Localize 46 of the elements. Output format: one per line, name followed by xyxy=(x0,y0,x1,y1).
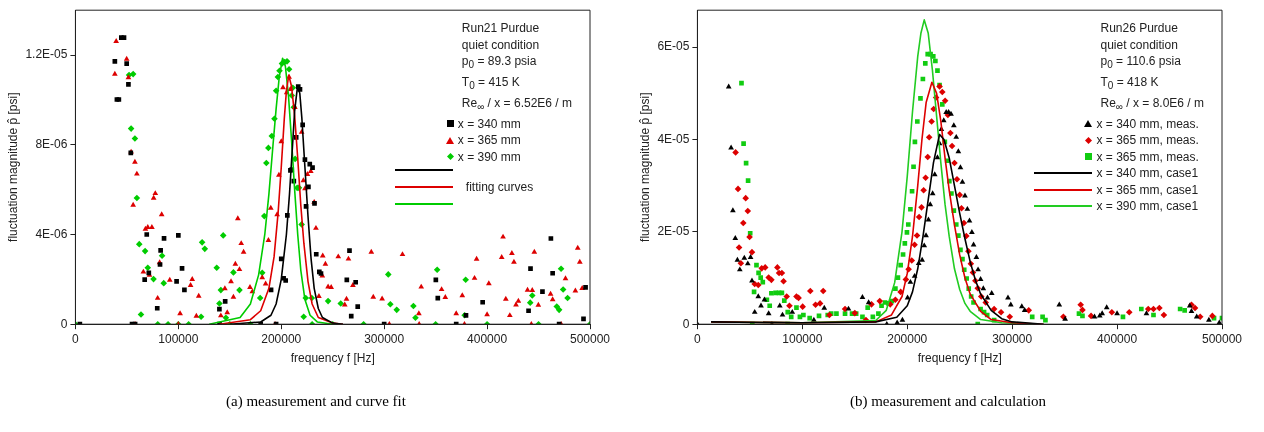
y-tick-label: 8E-06 xyxy=(35,137,68,152)
y-tick-label: 4E-06 xyxy=(35,226,68,241)
y-tick-label: 4E-05 xyxy=(657,131,690,146)
y-tick-label: 1.2E-05 xyxy=(25,47,68,62)
annotation: p$_{0}$ = 110.6 psia xyxy=(1099,53,1182,73)
legend-label: x = 390 mm xyxy=(457,148,521,166)
annotation: fitting curves xyxy=(465,178,534,196)
x-tick-label: 100000 xyxy=(158,331,199,346)
y-tick-label: 6E-05 xyxy=(657,39,690,54)
x-tick-label: 200000 xyxy=(261,331,302,346)
x-tick-label: 100000 xyxy=(782,331,823,346)
annotation: quiet condition xyxy=(460,36,541,53)
text: (a) measurement and curve fit xyxy=(225,393,407,410)
annotation: T$_{0}$ = 418 K xyxy=(1099,73,1160,94)
legend-label: x = 365 mm, case1 xyxy=(1096,181,1199,199)
legend-label: x = 390 mm, case1 xyxy=(1096,198,1199,215)
annotation: p$_{0}$ = 89.3 psia xyxy=(460,53,538,73)
legend-label: x = 365 mm, meas. xyxy=(1096,132,1199,149)
x-tick-label: 400000 xyxy=(1097,331,1138,346)
annotation: Re$_{∞}$ / x = 8.0E6 / m xyxy=(1099,94,1204,115)
y-axis-title: fluctuation magnitude p̂ [psi] xyxy=(637,92,652,242)
annotation: Re$_{∞}$ / x = 6.52E6 / m xyxy=(460,94,572,115)
x-tick-label: 200000 xyxy=(887,331,928,346)
annotation: Run26 Purdue xyxy=(1099,20,1179,37)
legend-label: x = 365 mm, meas. xyxy=(1096,148,1199,166)
x-tick-label: 0 xyxy=(694,331,702,346)
y-tick-label: 0 xyxy=(60,316,68,331)
legend-label: x = 340 mm xyxy=(457,115,521,133)
x-tick-label: 300000 xyxy=(364,331,405,346)
y-tick-label: 0 xyxy=(682,316,690,331)
x-tick-label: 0 xyxy=(72,331,80,346)
legend-label: x = 340 mm, case1 xyxy=(1096,165,1199,182)
legend-label: x = 340 mm, meas. xyxy=(1096,115,1199,133)
x-axis-title: frequency f [Hz] xyxy=(917,351,1002,366)
legend-label: x = 365 mm xyxy=(457,132,521,149)
x-tick-label: 500000 xyxy=(1201,331,1243,346)
y-axis-title: fluctuation magnitude p̂ [psi] xyxy=(5,92,20,242)
x-tick-label: 400000 xyxy=(467,331,508,346)
annotation: Run21 Purdue xyxy=(460,20,541,37)
annotation: quiet condition xyxy=(1099,36,1179,53)
annotation: T$_{0}$ = 415 K xyxy=(460,73,521,94)
y-tick-label: 2E-05 xyxy=(657,224,690,239)
x-tick-label: 300000 xyxy=(992,331,1033,346)
x-axis-title: frequency f [Hz] xyxy=(290,351,375,366)
x-tick-label: 500000 xyxy=(569,331,611,346)
text: (b) measurement and calculation xyxy=(848,393,1048,410)
